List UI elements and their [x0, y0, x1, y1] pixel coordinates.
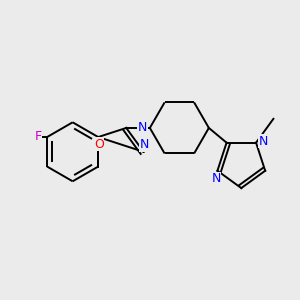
Text: N: N [140, 138, 149, 151]
Text: O: O [94, 138, 104, 151]
Text: N: N [259, 135, 268, 148]
Text: F: F [34, 130, 42, 143]
Text: N: N [211, 172, 221, 185]
Text: N: N [138, 122, 147, 134]
